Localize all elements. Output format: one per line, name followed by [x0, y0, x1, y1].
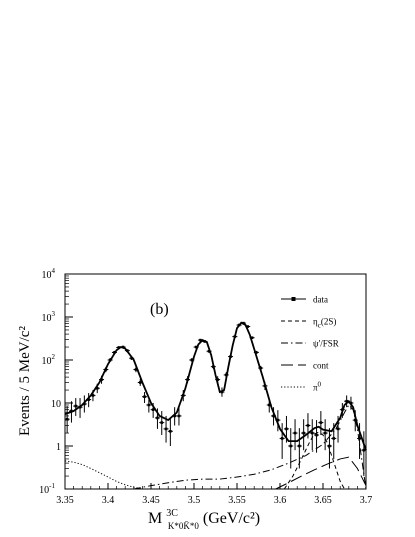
- legend: data ηc(2S) ψ'/FSR cont π0: [281, 295, 339, 393]
- plot-frame: [64, 273, 367, 490]
- data-point: [292, 419, 298, 451]
- y-tick-label: 10-1: [39, 482, 55, 496]
- legend-label: π0: [313, 381, 322, 393]
- data-point: [279, 423, 285, 459]
- data-point: [301, 419, 307, 451]
- y-tick-label: 102: [42, 353, 56, 367]
- y-tick-label: 104: [42, 267, 56, 281]
- x-axis-label-sup: 3C: [166, 508, 178, 519]
- legend-entry: ψ'/FSR: [281, 339, 339, 349]
- data-point: [318, 411, 324, 436]
- x-tick-label: 3.5: [188, 495, 201, 506]
- series-curve-longdash: [275, 456, 367, 490]
- data-point: [73, 398, 79, 416]
- data-point: [167, 417, 173, 446]
- data-point: [176, 407, 182, 426]
- data-point: [163, 415, 169, 443]
- data-point: [309, 419, 315, 451]
- x-tick-label: 3.7: [360, 495, 373, 506]
- legend-entry: cont: [281, 361, 329, 371]
- x-tick-label: 3.35: [56, 495, 74, 506]
- x-tick-label: 3.65: [314, 495, 332, 506]
- data-point: [142, 392, 148, 403]
- legend-label: ηc(2S): [313, 317, 336, 330]
- x-axis-label-sub: K*0K̄*0: [168, 521, 199, 531]
- y-tick-label: 10: [51, 399, 61, 410]
- x-tick-label: 3.4: [102, 495, 115, 506]
- x-tick-label: 3.6: [274, 495, 287, 506]
- y-axis-label: Events / 5 MeV/c²: [17, 326, 33, 436]
- x-tick-label: 3.55: [228, 495, 246, 506]
- x-tick-label: 3.45: [142, 495, 160, 506]
- legend-entry: ηc(2S): [281, 317, 336, 330]
- axis-layer: 3.35 3.4 3.45 3.5 3.55 3.6 3.65 3.7 10-1 1 10 102 10…: [39, 267, 372, 506]
- x-axis-label: M 3C K*0K̄*0 (GeV/c²): [148, 503, 260, 533]
- series-curve-dot: [64, 460, 143, 490]
- series-curve-dashdot: [133, 404, 367, 490]
- data-point: [322, 419, 328, 451]
- legend-entry: data: [281, 295, 328, 305]
- y-tick-label: 103: [42, 310, 56, 324]
- data-point: [159, 411, 165, 436]
- legend-label: data: [313, 295, 328, 305]
- legend-label: cont: [313, 361, 329, 371]
- data-point: [146, 399, 152, 413]
- series-curve-dash: [283, 431, 345, 490]
- legend-entry: π0: [281, 381, 322, 393]
- panel-label: (b): [150, 301, 169, 318]
- data-point: [314, 420, 320, 453]
- y-tick-label: 1: [56, 442, 61, 453]
- x-axis-label-main: M: [148, 510, 162, 527]
- data-point: [296, 428, 302, 469]
- series-curve-solid: [64, 321, 367, 451]
- legend-label: ψ'/FSR: [313, 339, 339, 349]
- x-axis-label-unit: (GeV/c²): [203, 510, 260, 527]
- series-layer: [64, 321, 367, 490]
